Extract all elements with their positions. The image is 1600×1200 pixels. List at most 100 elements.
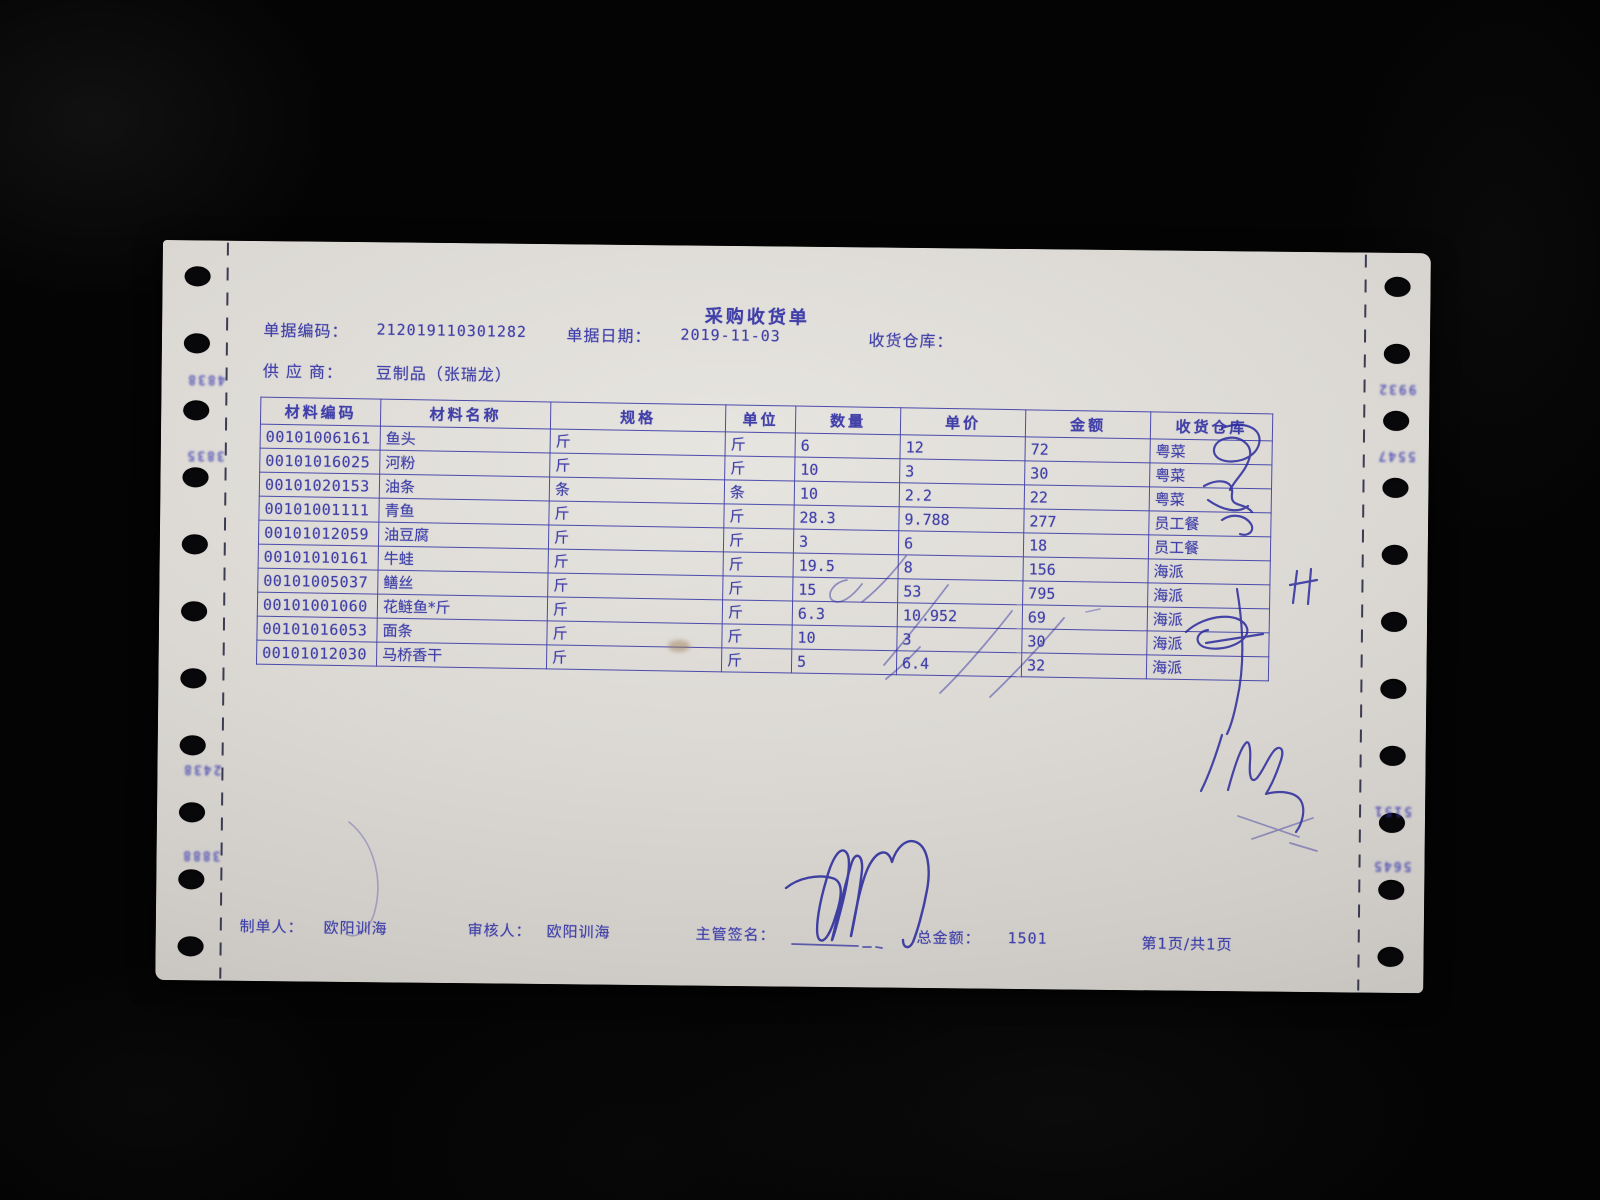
- receipt-form: 采购收货单 单据编码： 212019110301282 单据日期： 2019-1…: [151, 240, 1431, 1001]
- cell-amount: 795: [1022, 580, 1148, 607]
- supplier-label: 供 应 商：: [262, 361, 344, 383]
- cell-unit-price: 2.2: [899, 482, 1025, 509]
- receipt-table: 材料编码 材料名称 规格 单位 数量 单价 金额 收货仓库 0010100616…: [256, 397, 1273, 682]
- cell-name: 油条: [379, 474, 550, 501]
- cell-spec: 条: [549, 476, 725, 504]
- cell-warehouse: 海派: [1147, 582, 1270, 609]
- cell-code: 00101016025: [259, 448, 381, 475]
- cell-unit-price: 3: [899, 458, 1025, 485]
- cell-spec: 斤: [546, 620, 723, 648]
- col-header-material-code: 材料编码: [260, 397, 381, 427]
- cell-code: 00101012059: [258, 520, 379, 547]
- col-header-warehouse: 收货仓库: [1150, 411, 1273, 441]
- cell-spec: 斤: [549, 452, 725, 480]
- cell-code: 00101001111: [258, 496, 380, 523]
- cell-name: 牛蛙: [378, 546, 549, 573]
- cell-quantity: 5: [791, 648, 897, 675]
- cell-code: 00101016053: [256, 616, 378, 643]
- preparer-label: 制单人：: [239, 917, 304, 937]
- cell-quantity: 19.5: [792, 552, 899, 579]
- reviewer-label: 审核人：: [467, 921, 532, 941]
- total-amount-label: 总金额：: [916, 928, 981, 948]
- cell-amount: 30: [1021, 628, 1148, 655]
- cell-amount: 30: [1024, 460, 1150, 487]
- preparer-value: 欧阳训海: [323, 918, 388, 938]
- cell-warehouse: 粤菜: [1149, 438, 1273, 465]
- total-amount-value: 1501: [1007, 929, 1048, 948]
- cell-quantity: 15: [792, 576, 898, 603]
- cell-spec: 斤: [548, 524, 724, 552]
- cell-quantity: 10: [794, 457, 900, 483]
- cell-unit: 条: [724, 479, 795, 506]
- cell-unit-price: 10.952: [897, 602, 1023, 629]
- cell-spec: 斤: [548, 548, 724, 576]
- cell-spec: 斤: [547, 572, 724, 600]
- cell-quantity: 3: [793, 528, 899, 555]
- cell-code: 00101005037: [257, 568, 379, 595]
- cell-warehouse: 海派: [1146, 630, 1270, 657]
- supervisor-sign-label: 主管签名：: [695, 924, 776, 945]
- cell-name: 河粉: [379, 450, 551, 477]
- supplier-value: 豆制品（张瑞龙）: [375, 363, 512, 385]
- cell-code: 00101012030: [256, 640, 377, 667]
- cell-unit: 斤: [724, 455, 795, 482]
- cell-spec: 斤: [548, 500, 725, 528]
- cell-spec: 斤: [550, 428, 726, 456]
- cell-name: 青鱼: [378, 498, 550, 525]
- doc-date-label: 单据日期：: [566, 325, 652, 347]
- col-header-unit-price: 单价: [900, 407, 1026, 437]
- cell-unit: 斤: [723, 551, 794, 577]
- cell-unit: 斤: [723, 503, 795, 529]
- cell-quantity: 28.3: [793, 505, 900, 531]
- cell-name: 面条: [376, 618, 548, 645]
- cell-code: 00101006161: [260, 424, 381, 451]
- col-header-quantity: 数量: [795, 406, 901, 435]
- cell-unit-price: 6.4: [896, 650, 1022, 677]
- cell-unit-price: 6: [898, 530, 1024, 557]
- cell-unit-price: 8: [897, 554, 1024, 581]
- reviewer-value: 欧阳训海: [546, 922, 611, 942]
- cell-code: 00101020153: [259, 472, 380, 499]
- cell-unit: 斤: [722, 575, 793, 601]
- doc-date-value: 2019-11-03: [680, 325, 781, 346]
- warehouse-label: 收货仓库：: [868, 330, 954, 352]
- cell-unit-price: 53: [897, 578, 1023, 605]
- cell-amount: 18: [1023, 532, 1149, 559]
- col-header-amount: 金额: [1025, 409, 1151, 439]
- cell-unit: 斤: [724, 431, 796, 458]
- page-indicator: 第1页/共1页: [1141, 934, 1233, 954]
- cell-unit: 斤: [723, 527, 794, 553]
- cell-amount: 156: [1022, 556, 1149, 583]
- cell-quantity: 10: [794, 481, 900, 507]
- cell-code: 00101010161: [258, 544, 379, 571]
- paper-smudge-stain: [668, 640, 690, 652]
- cell-warehouse: 员工餐: [1148, 534, 1271, 561]
- cell-name: 马桥香干: [376, 642, 547, 669]
- cell-code: 00101001060: [257, 592, 378, 619]
- doc-code-value: 212019110301282: [376, 320, 528, 342]
- col-header-material-name: 材料名称: [380, 399, 551, 429]
- cell-spec: 斤: [546, 644, 722, 672]
- cell-name: 鳝丝: [377, 570, 549, 597]
- cell-name: 油豆腐: [378, 522, 549, 549]
- cell-quantity: 6: [794, 433, 901, 459]
- cell-warehouse: 海派: [1146, 654, 1269, 681]
- cell-unit-price: 12: [899, 434, 1026, 461]
- cell-unit: 斤: [721, 647, 792, 673]
- cell-unit: 斤: [721, 623, 793, 649]
- cell-quantity: 10: [791, 624, 898, 651]
- cell-unit-price: 9.788: [898, 506, 1025, 533]
- col-header-spec: 规格: [550, 401, 726, 432]
- cell-amount: 72: [1024, 436, 1151, 463]
- cell-amount: 277: [1023, 508, 1150, 535]
- col-header-unit: 单位: [725, 404, 796, 434]
- cell-name: 鱼头: [380, 426, 551, 453]
- cell-warehouse: 粤菜: [1149, 486, 1272, 513]
- cell-amount: 22: [1024, 484, 1150, 511]
- cell-warehouse: 海派: [1147, 558, 1271, 585]
- cell-unit-price: 3: [896, 626, 1023, 653]
- cell-unit: 斤: [722, 599, 793, 625]
- doc-code-label: 单据编码：: [263, 320, 349, 342]
- cell-quantity: 6.3: [792, 600, 898, 627]
